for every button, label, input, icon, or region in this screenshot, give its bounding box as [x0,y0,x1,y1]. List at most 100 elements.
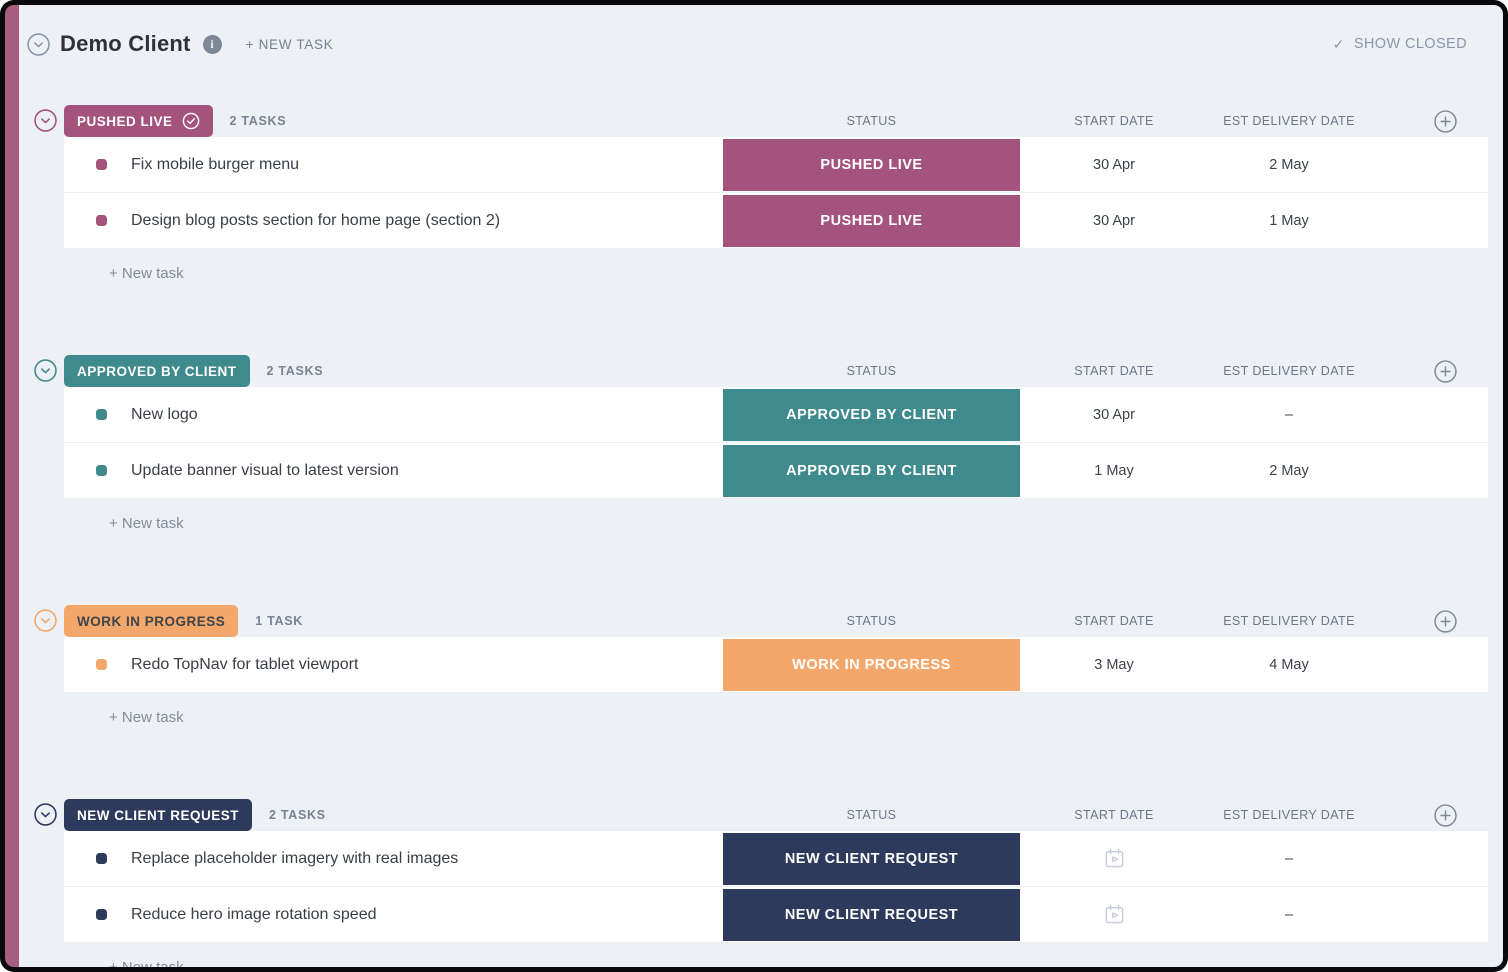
collapse-group-icon[interactable] [34,359,57,382]
task-est-delivery-date[interactable]: – [1284,906,1294,923]
task-start-date[interactable]: 3 May [1094,656,1134,673]
task-row[interactable]: Fix mobile burger menu PUSHED LIVE 30 Ap… [64,137,1488,193]
task-status-cell[interactable]: NEW CLIENT REQUEST [723,832,1020,885]
left-accent-bar [5,5,19,967]
task-est-delivery-date[interactable]: 4 May [1269,656,1309,673]
status-dot[interactable] [96,659,107,670]
status-group-pushed-live: PUSHED LIVE 2 TASKS STATUS START DATE ES… [19,105,1488,291]
column-header-start-date[interactable]: START DATE [1074,808,1154,822]
task-row[interactable]: Replace placeholder imagery with real im… [64,831,1488,887]
task-status-cell[interactable]: APPROVED BY CLIENT [723,388,1020,441]
task-status-cell[interactable]: PUSHED LIVE [723,138,1020,191]
check-icon: ✓ [1332,35,1345,52]
collapse-group-icon[interactable] [34,609,57,632]
column-header-trailing [1370,609,1488,633]
show-closed-label: SHOW CLOSED [1353,36,1467,52]
add-column-icon[interactable] [1433,359,1457,383]
group-rows: New logo APPROVED BY CLIENT 30 Apr – Upd… [19,387,1488,499]
new-task-button[interactable]: + NEW TASK [240,36,340,53]
add-column-icon[interactable] [1433,803,1457,827]
column-header-status[interactable]: STATUS [846,808,897,822]
task-name-cell: Design blog posts section for home page … [64,212,723,230]
group-status-badge[interactable]: NEW CLIENT REQUEST [64,799,253,831]
task-start-date[interactable] [1020,847,1208,870]
column-header-trailing [1370,109,1488,133]
task-row[interactable]: Design blog posts section for home page … [64,193,1488,249]
add-task-link[interactable]: + New task [109,958,184,968]
task-count: 2 TASKS [266,364,324,378]
task-est-delivery-date[interactable]: 2 May [1269,462,1309,479]
group-title-area: WORK IN PROGRESS 1 TASK [64,605,723,637]
column-header-est-delivery-date[interactable]: EST DELIVERY DATE [1223,114,1355,128]
task-name[interactable]: Design blog posts section for home page … [131,211,501,229]
task-start-date[interactable]: 30 Apr [1093,212,1135,229]
collapse-list-icon[interactable] [27,32,50,56]
group-status-badge[interactable]: APPROVED BY CLIENT [64,355,250,387]
task-est-delivery-date[interactable]: – [1284,850,1294,867]
task-start-date[interactable]: 30 Apr [1093,406,1135,423]
group-status-badge[interactable]: WORK IN PROGRESS [64,605,239,637]
column-header-start-date[interactable]: START DATE [1074,364,1154,378]
page-header: Demo Client i + NEW TASK ✓ SHOW CLOSED [19,5,1503,77]
task-name[interactable]: New logo [131,405,198,423]
calendar-play-icon[interactable] [1103,847,1126,870]
add-task-link[interactable]: + New task [109,264,184,282]
task-status-cell[interactable]: WORK IN PROGRESS [723,638,1020,691]
task-name[interactable]: Reduce hero image rotation speed [131,905,377,923]
group-header: PUSHED LIVE 2 TASKS STATUS START DATE ES… [34,105,1488,137]
group-status-badge[interactable]: PUSHED LIVE [64,105,213,137]
status-dot[interactable] [96,909,107,920]
task-start-date[interactable]: 1 May [1094,462,1134,479]
task-name-cell: Replace placeholder imagery with real im… [64,850,723,868]
task-name[interactable]: Fix mobile burger menu [131,155,300,173]
status-group-approved-by-client: APPROVED BY CLIENT 2 TASKS STATUS START … [19,355,1488,541]
column-header-trailing [1370,803,1488,827]
task-est-delivery-date[interactable]: 2 May [1269,156,1309,173]
task-start-date[interactable]: 30 Apr [1093,156,1135,173]
add-task-link[interactable]: + New task [109,514,184,532]
task-status-cell[interactable]: PUSHED LIVE [723,194,1020,247]
add-column-icon[interactable] [1433,109,1457,133]
column-header-est-delivery-date[interactable]: EST DELIVERY DATE [1223,364,1355,378]
group-header: NEW CLIENT REQUEST 2 TASKS STATUS START … [34,799,1488,831]
task-status-cell[interactable]: NEW CLIENT REQUEST [723,888,1020,941]
group-title-area: APPROVED BY CLIENT 2 TASKS [64,355,723,387]
status-group-work-in-progress: WORK IN PROGRESS 1 TASK STATUS START DAT… [19,605,1488,735]
column-header-start-date[interactable]: START DATE [1074,114,1154,128]
collapse-group-icon[interactable] [34,803,57,826]
status-dot[interactable] [96,159,107,170]
task-name-cell: Update banner visual to latest version [64,462,723,480]
task-row[interactable]: New logo APPROVED BY CLIENT 30 Apr – [64,387,1488,443]
group-status-label: PUSHED LIVE [77,113,173,129]
show-closed-toggle[interactable]: ✓ SHOW CLOSED [1327,35,1473,54]
status-dot[interactable] [96,215,107,226]
task-name[interactable]: Redo TopNav for tablet viewport [131,655,359,673]
task-start-date[interactable] [1020,903,1208,926]
collapse-group-icon[interactable] [34,109,57,132]
list-view: Demo Client i + NEW TASK ✓ SHOW CLOSED P… [19,5,1503,967]
task-row[interactable]: Update banner visual to latest version A… [64,443,1488,499]
status-dot[interactable] [96,465,107,476]
column-header-status[interactable]: STATUS [846,114,897,128]
column-header-start-date[interactable]: START DATE [1074,614,1154,628]
task-name[interactable]: Replace placeholder imagery with real im… [131,849,459,867]
status-dot[interactable] [96,853,107,864]
task-row[interactable]: Redo TopNav for tablet viewport WORK IN … [64,637,1488,693]
group-header: WORK IN PROGRESS 1 TASK STATUS START DAT… [34,605,1488,637]
info-icon[interactable]: i [202,34,222,54]
add-task-link[interactable]: + New task [109,708,184,726]
column-header-est-delivery-date[interactable]: EST DELIVERY DATE [1223,808,1355,822]
task-est-delivery-date[interactable]: – [1284,406,1294,423]
task-row[interactable]: Reduce hero image rotation speed NEW CLI… [64,887,1488,943]
task-status-cell[interactable]: APPROVED BY CLIENT [723,444,1020,497]
column-header-est-delivery-date[interactable]: EST DELIVERY DATE [1223,614,1355,628]
task-est-delivery-date[interactable]: 1 May [1269,212,1309,229]
column-header-status[interactable]: STATUS [846,364,897,378]
calendar-play-icon[interactable] [1103,903,1126,926]
add-column-icon[interactable] [1433,609,1457,633]
group-rows: Redo TopNav for tablet viewport WORK IN … [19,637,1488,693]
column-header-status[interactable]: STATUS [846,614,897,628]
task-name[interactable]: Update banner visual to latest version [131,461,399,479]
status-dot[interactable] [96,409,107,420]
